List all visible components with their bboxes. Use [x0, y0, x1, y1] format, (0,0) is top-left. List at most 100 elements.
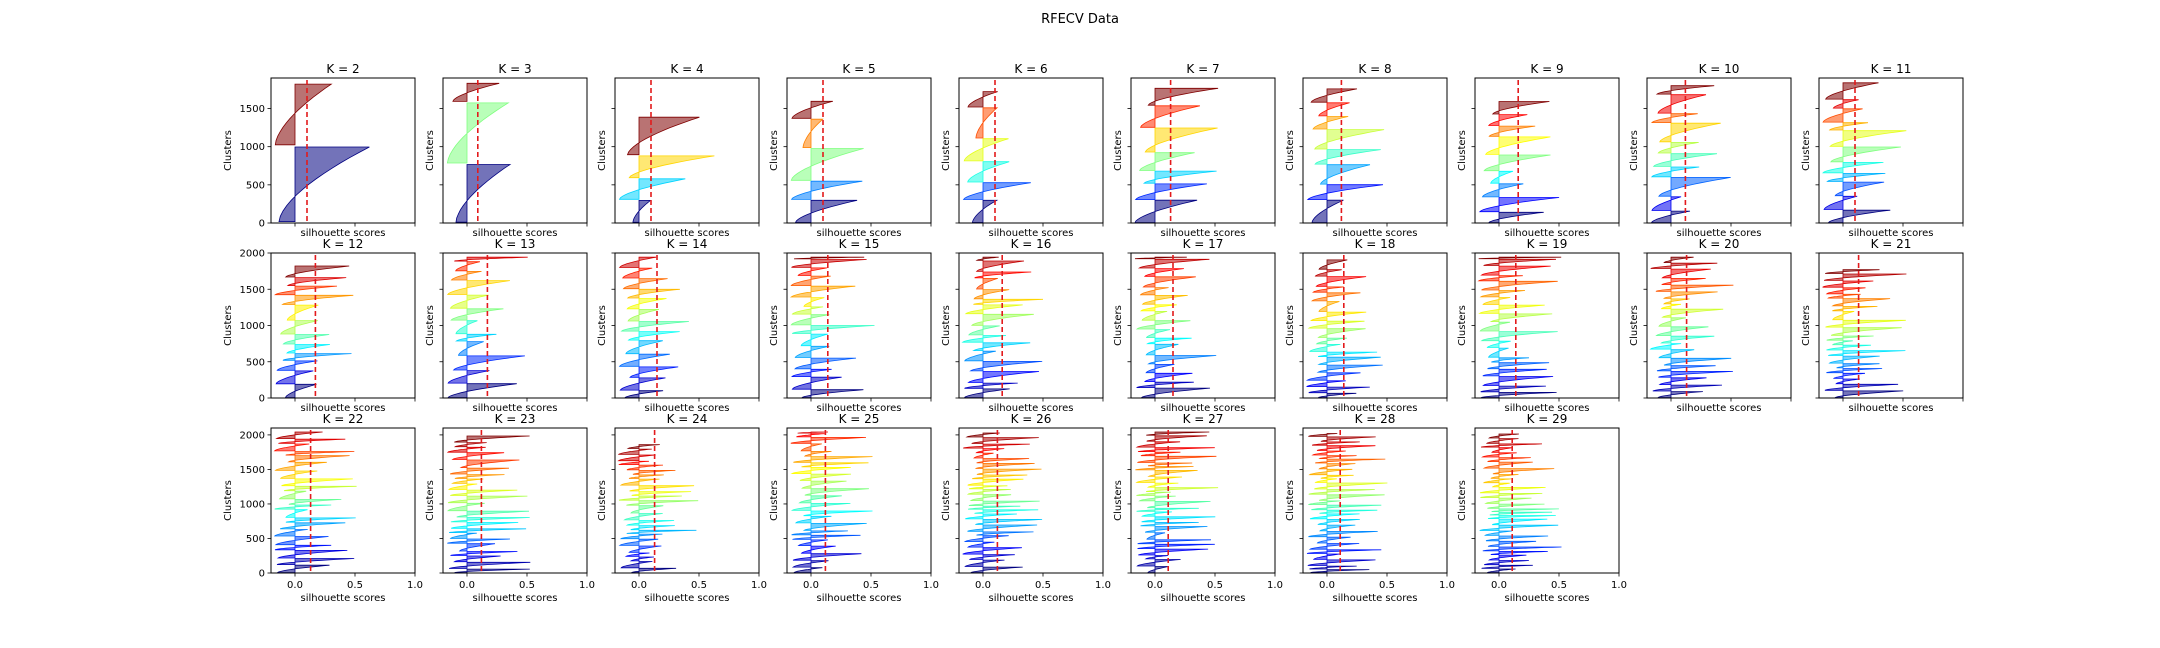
x-axis-label: silhouette scores — [645, 403, 730, 414]
silhouette-cluster — [1822, 162, 1884, 174]
silhouette-cluster — [1661, 308, 1724, 318]
silhouette-cluster — [455, 320, 478, 335]
silhouette-cluster — [1492, 468, 1555, 475]
panel-title: K = 26 — [1011, 412, 1052, 426]
x-tick-label: 1.0 — [407, 580, 423, 591]
silhouette-panel: K = 19 silhouette scores Clusters — [1457, 237, 1620, 414]
x-tick-label: 0.0 — [459, 580, 475, 591]
silhouette-cluster — [285, 451, 355, 456]
x-axis-label: silhouette scores — [473, 228, 558, 239]
silhouette-cluster — [793, 456, 873, 463]
silhouette-cluster — [1310, 88, 1358, 103]
silhouette-cluster — [1308, 468, 1353, 476]
x-axis-label: silhouette scores — [301, 228, 386, 239]
y-axis-label: Clusters — [1113, 130, 1124, 171]
panel-title: K = 10 — [1699, 62, 1740, 76]
silhouette-cluster — [790, 314, 830, 326]
axes-frame — [1646, 77, 1792, 224]
silhouette-cluster — [448, 528, 527, 533]
cluster-group — [617, 444, 699, 574]
silhouette-cluster — [1487, 362, 1550, 370]
y-axis-label: Clusters — [1113, 480, 1124, 521]
x-tick-label: 0.0 — [1319, 580, 1335, 591]
silhouette-cluster — [276, 564, 330, 574]
silhouette-cluster — [628, 474, 664, 479]
silhouette-cluster — [452, 82, 500, 102]
silhouette-cluster — [1828, 350, 1906, 356]
axes-frame — [1474, 427, 1620, 574]
silhouette-cluster — [276, 360, 318, 371]
axes-frame — [1130, 77, 1276, 224]
silhouette-cluster — [967, 371, 1040, 383]
x-tick-label: 0.5 — [347, 580, 363, 591]
silhouette-cluster — [1318, 301, 1340, 312]
cluster-group — [961, 256, 1044, 399]
silhouette-cluster — [1141, 295, 1188, 305]
silhouette-cluster — [968, 485, 1008, 490]
silhouette-cluster — [448, 561, 531, 569]
silhouette-cluster — [963, 138, 1009, 162]
silhouette-cluster — [1318, 259, 1348, 270]
x-axis-label: silhouette scores — [989, 403, 1074, 414]
silhouette-cluster — [1147, 87, 1219, 106]
silhouette-cluster — [275, 431, 323, 439]
silhouette-cluster — [791, 560, 829, 568]
silhouette-cluster — [1314, 269, 1342, 277]
silhouette-cluster — [1652, 153, 1718, 167]
silhouette-cluster — [1663, 298, 1690, 305]
cluster-group — [1134, 87, 1219, 223]
silhouette-cluster — [790, 503, 851, 511]
silhouette-cluster — [1663, 357, 1732, 366]
x-tick-label: 1.0 — [923, 580, 939, 591]
silhouette-cluster — [629, 556, 655, 562]
silhouette-cluster — [1479, 321, 1511, 332]
silhouette-cluster — [1146, 532, 1166, 540]
silhouette-cluster — [1318, 102, 1350, 117]
silhouette-cluster — [1140, 451, 1181, 457]
panel-title: K = 3 — [498, 62, 531, 76]
silhouette-cluster — [1314, 149, 1381, 165]
x-axis-label: silhouette scores — [817, 228, 902, 239]
x-axis-label: silhouette scores — [817, 403, 902, 414]
axes-frame — [270, 427, 416, 574]
y-tick-label: 0 — [259, 219, 265, 230]
silhouette-cluster — [1308, 500, 1341, 505]
silhouette-cluster — [620, 321, 689, 332]
silhouette-cluster — [1145, 329, 1171, 338]
silhouette-cluster — [447, 383, 517, 399]
silhouette-cluster — [969, 566, 1023, 574]
x-axis-label: silhouette scores — [1849, 403, 1934, 414]
silhouette-cluster — [1492, 518, 1548, 526]
silhouette-cluster — [800, 389, 864, 399]
silhouette-cluster — [274, 83, 333, 146]
panel-title: K = 24 — [667, 412, 708, 426]
silhouette-cluster — [1318, 463, 1356, 470]
silhouette-cluster — [1488, 433, 1519, 439]
silhouette-cluster — [1140, 522, 1199, 527]
silhouette-cluster — [632, 470, 676, 475]
x-axis-label: silhouette scores — [645, 228, 730, 239]
silhouette-cluster — [1478, 197, 1560, 213]
panel-title: K = 17 — [1183, 237, 1224, 251]
silhouette-cluster — [1311, 450, 1346, 456]
silhouette-panel: K = 29 0.0 0.5 1.0 silhouette scores Clusters — [1457, 412, 1627, 604]
silhouette-cluster — [790, 275, 831, 286]
silhouette-cluster — [1487, 114, 1528, 126]
silhouette-cluster — [1487, 503, 1545, 509]
silhouette-cluster — [618, 178, 686, 200]
silhouette-cluster — [789, 285, 856, 298]
y-tick-label: 2000 — [240, 249, 265, 260]
silhouette-cluster — [455, 164, 512, 223]
silhouette-cluster — [617, 448, 652, 455]
silhouette-cluster — [1320, 474, 1354, 479]
x-axis-label: silhouette scores — [301, 403, 386, 414]
silhouette-cluster — [455, 261, 481, 272]
silhouette-cluster — [799, 473, 852, 481]
silhouette-cluster — [975, 519, 1043, 525]
silhouette-cluster — [1832, 99, 1859, 109]
silhouette-cluster — [973, 452, 994, 459]
silhouette-cluster — [969, 554, 1015, 560]
silhouette-cluster — [1836, 363, 1880, 369]
silhouette-cluster — [793, 256, 865, 260]
silhouette-cluster — [447, 495, 528, 504]
